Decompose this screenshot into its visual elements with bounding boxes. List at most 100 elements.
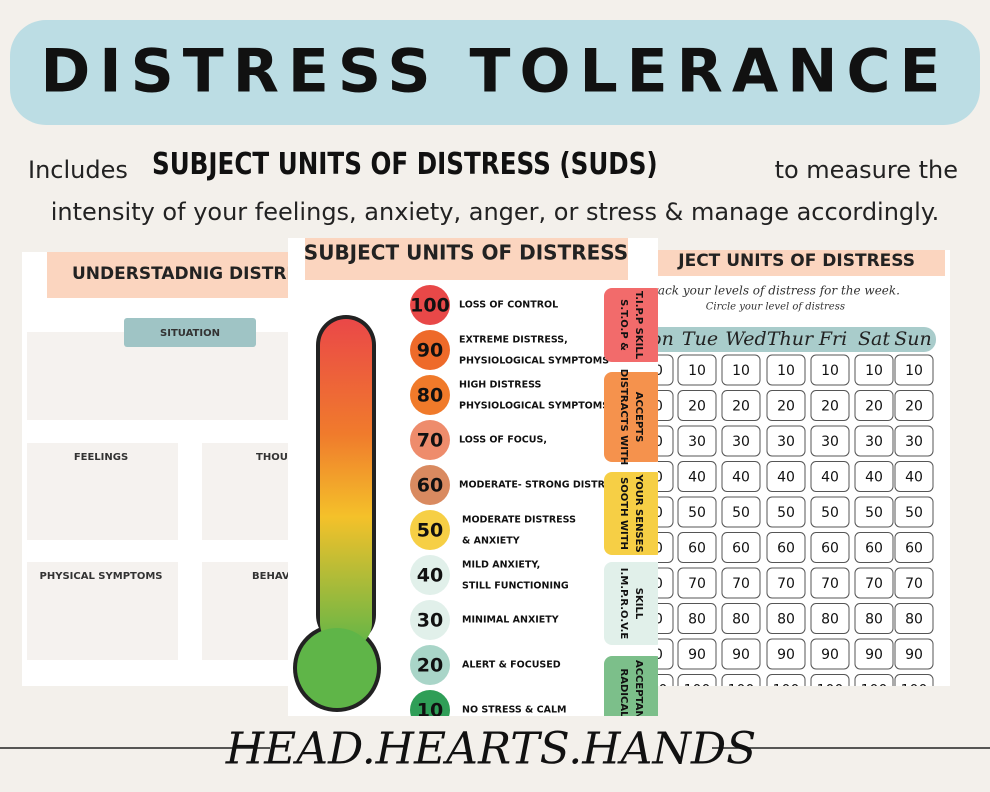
cell-value: 50	[688, 505, 706, 521]
box	[202, 562, 290, 660]
cell	[854, 496, 894, 528]
day-label: Sat	[858, 328, 890, 350]
cell-value: 40	[688, 470, 706, 486]
cell-value: 20	[821, 399, 839, 415]
cell-value: 90	[905, 647, 923, 663]
level-badge	[410, 375, 450, 415]
cell	[677, 532, 717, 563]
level-number: 40	[417, 565, 443, 587]
cell-value: 60	[865, 541, 883, 557]
cell-value: 70	[688, 576, 706, 592]
cell-value: 60	[905, 541, 923, 557]
cell	[854, 425, 894, 457]
cell-value: 30	[821, 434, 839, 450]
skill-label: T.I.P.P SKILL	[633, 291, 644, 360]
cell-value: 10	[905, 363, 923, 379]
level-number: 10	[417, 700, 443, 722]
cell	[766, 390, 806, 421]
cell	[854, 390, 894, 421]
cell-value: 30	[732, 434, 750, 450]
level-text: LOSS OF FOCUS,	[459, 435, 547, 446]
day-label: Wed	[725, 328, 766, 350]
cell-value: 50	[777, 505, 795, 521]
cell	[894, 674, 934, 686]
cell	[766, 425, 806, 457]
left-title: UNDERSTADNIG DISTRES	[72, 264, 310, 284]
thermo-bulb	[297, 628, 377, 708]
cell	[721, 567, 761, 599]
level-number: 70	[417, 430, 443, 452]
cell-value: 50	[865, 505, 883, 521]
level-number: 100	[410, 295, 450, 317]
level-text: MINIMAL ANXIETY	[462, 615, 559, 626]
level-number: 60	[417, 475, 443, 497]
level-number: 90	[417, 340, 443, 362]
skill-label: DISTRACTS WITH	[618, 369, 629, 465]
level-text: LOSS OF CONTROL	[459, 300, 558, 311]
skill-label: SOOTH WITH	[618, 477, 629, 550]
cell	[810, 390, 850, 421]
cell	[810, 532, 850, 563]
cell-value: 100	[861, 683, 888, 699]
level-text: PHYSIOLOGICAL SYMPTOMS	[459, 401, 609, 412]
cell	[894, 567, 934, 599]
cell	[766, 567, 806, 599]
cell	[677, 674, 717, 686]
cell-value: 10	[821, 363, 839, 379]
thermo-tube	[320, 319, 372, 649]
level-number: 80	[417, 385, 443, 407]
cell-value: 90	[732, 647, 750, 663]
cell	[721, 354, 761, 386]
cell-value: 30	[777, 434, 795, 450]
cell-value: 80	[865, 612, 883, 628]
cell	[894, 461, 934, 492]
cell-value: 10	[777, 363, 795, 379]
cell	[721, 532, 761, 563]
skill-label: S.T.O.P &	[618, 299, 629, 351]
skill-label: ACCEPTANC	[633, 660, 644, 726]
cell	[810, 461, 850, 492]
cell	[677, 354, 717, 386]
title-band	[47, 252, 290, 298]
skill-label: YOUR SENSES	[633, 473, 644, 552]
cell-value: 100	[728, 683, 755, 699]
skill-label: SKILL	[633, 588, 644, 620]
cell-value: 80	[905, 612, 923, 628]
cell-value: 100	[817, 683, 844, 699]
cell	[766, 354, 806, 386]
cell	[854, 461, 894, 492]
level-text: EXTREME DISTRESS,	[459, 335, 568, 346]
cell	[677, 425, 717, 457]
cell-value: 40	[732, 470, 750, 486]
cell-value: 20	[865, 399, 883, 415]
cell-value: 60	[688, 541, 706, 557]
cell	[721, 496, 761, 528]
cell	[810, 354, 850, 386]
cell-value: 80	[821, 612, 839, 628]
cell-value: 50	[732, 505, 750, 521]
right-page: JECT UNITS OF DISTRESS track your levels…	[640, 250, 950, 699]
cell	[854, 354, 894, 386]
cell-value: 10	[865, 363, 883, 379]
cell-value: 70	[905, 576, 923, 592]
cell	[766, 638, 806, 670]
cell-value: 20	[777, 399, 795, 415]
level-badge	[410, 420, 450, 460]
level-badge	[410, 690, 450, 716]
cell	[721, 425, 761, 457]
cell	[894, 532, 934, 563]
cell-value: 90	[821, 647, 839, 663]
cell-value: 70	[777, 576, 795, 592]
cell	[677, 461, 717, 492]
cell	[894, 603, 934, 634]
cell-value: 90	[865, 647, 883, 663]
cell	[854, 603, 894, 634]
box	[202, 443, 290, 540]
day-label: Thur	[767, 328, 815, 350]
intro-highlight: SUBJECT UNITS OF DISTRESS (SUDS)	[152, 148, 658, 182]
cell-value: 70	[732, 576, 750, 592]
skill-tab	[604, 656, 658, 716]
cell-value: 30	[688, 434, 706, 450]
box	[27, 562, 178, 660]
